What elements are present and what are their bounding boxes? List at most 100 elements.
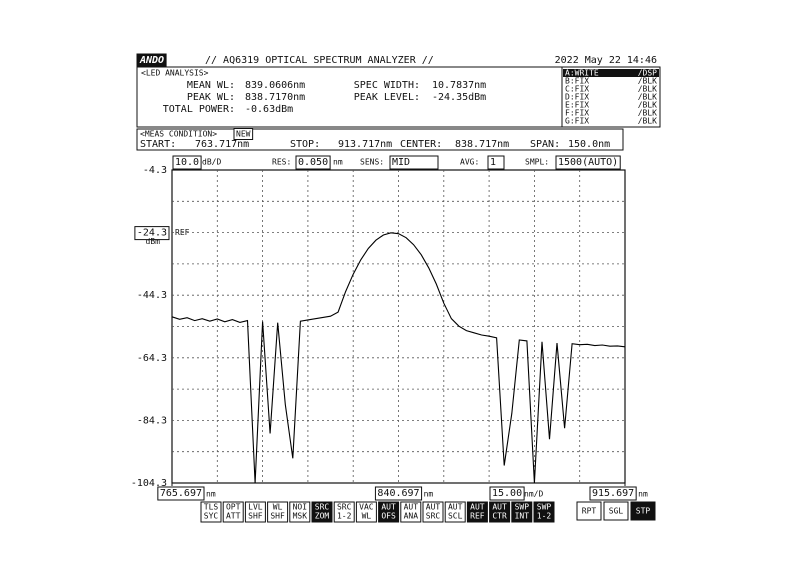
softkey[interactable] <box>200 501 222 523</box>
res-label: RES: <box>272 158 291 167</box>
trace-name: G:FIX <box>565 117 589 126</box>
softkey[interactable] <box>400 501 422 523</box>
meas-badge: NEW <box>236 130 251 139</box>
softkey[interactable] <box>222 501 244 523</box>
button-label: RPT <box>582 507 597 516</box>
meas-value: 838.717nm <box>455 139 509 150</box>
softkey-label: ZOM <box>315 512 330 521</box>
softkey-label: NOI <box>293 503 308 512</box>
softkey[interactable] <box>533 501 555 523</box>
x-tick-box <box>589 486 637 501</box>
smpl-box <box>555 155 621 170</box>
y-tick-label: -84.3 <box>137 415 167 426</box>
softkey-label: WL <box>362 512 372 521</box>
x-tick-box <box>374 486 423 501</box>
analysis-value: 838.7170nm <box>245 92 305 103</box>
x-div: 15.00 <box>492 488 522 499</box>
softkey-label: 1-2 <box>537 512 552 521</box>
softkey-label: SRC <box>337 503 352 512</box>
x-tick-label: 915.697 <box>592 488 634 499</box>
softkey[interactable] <box>311 501 333 523</box>
meas-value: 150.0nm <box>568 139 610 150</box>
softkey[interactable] <box>511 501 533 523</box>
trace-highlight <box>563 69 659 77</box>
softkey[interactable] <box>289 501 311 523</box>
x-unit: nm <box>424 490 434 499</box>
softkey-label: ANA <box>404 512 419 521</box>
avg: 1 <box>490 157 496 168</box>
smpl-label: SMPL: <box>525 158 549 167</box>
x-div-box <box>489 486 525 501</box>
softkey[interactable] <box>333 501 355 523</box>
softkey[interactable] <box>355 501 377 523</box>
softkey-label: OFS <box>381 512 396 521</box>
softkey[interactable] <box>466 501 488 523</box>
sens-label: SENS: <box>360 158 384 167</box>
softkey-label: INT <box>515 512 530 521</box>
x-div-unit: nm/D <box>524 490 543 499</box>
meas-key: SPAN: <box>530 139 560 150</box>
softkey-label: AUT <box>381 503 396 512</box>
instrument-title: // AQ6319 OPTICAL SPECTRUM ANALYZER // <box>205 55 434 66</box>
analysis-key: PEAK WL: <box>187 92 235 103</box>
trace-status: /BLK <box>638 93 657 102</box>
meas-key: START: <box>140 139 176 150</box>
trace-name: C:FIX <box>565 85 589 94</box>
res: 0.050 <box>298 157 328 168</box>
softkey[interactable] <box>378 501 400 523</box>
button-label: SGL <box>609 507 624 516</box>
analysis-value: 839.0606nm <box>245 80 305 91</box>
softkey-label: TLS <box>204 503 219 512</box>
softkey-label: 1-2 <box>337 512 352 521</box>
softkey-label: REF <box>470 512 485 521</box>
softkey-label: LVL <box>248 503 263 512</box>
softkey[interactable] <box>244 501 266 523</box>
analysis-key: PEAK LEVEL: <box>354 92 420 103</box>
x-unit: nm <box>206 490 216 499</box>
button[interactable] <box>576 501 602 521</box>
softkey-label: SWP <box>537 503 552 512</box>
softkey-label: AUT <box>448 503 463 512</box>
ref-box <box>134 226 170 241</box>
y-tick-label: -44.3 <box>137 290 167 301</box>
analysis-key: MEAN WL: <box>187 80 235 91</box>
meas-box <box>136 128 624 151</box>
softkey-label: AUT <box>426 503 441 512</box>
res-unit: nm <box>333 158 343 167</box>
y-tick-label: -24.3 <box>137 228 167 239</box>
sens-box <box>389 155 439 170</box>
res-box <box>295 155 331 170</box>
softkey-label: SYC <box>204 512 219 521</box>
datetime: 2022 May 22 14:46 <box>555 55 657 66</box>
smpl: 1500(AUTO) <box>558 157 618 168</box>
analysis-value: -0.63dBm <box>245 104 293 115</box>
x-tick-label: 765.697 <box>160 488 202 499</box>
button[interactable] <box>630 501 656 521</box>
softkey[interactable] <box>422 501 444 523</box>
meas-label: <MEAS CONDITION> <box>140 130 217 139</box>
softkey-label: SHF <box>248 512 263 521</box>
softkey[interactable] <box>489 501 511 523</box>
scale-box <box>172 155 202 170</box>
trace-status: /DSP <box>638 69 657 78</box>
x-tick-box <box>157 486 205 501</box>
x-unit: nm <box>638 490 648 499</box>
trace-status: /BLK <box>638 109 657 118</box>
trace-name: E:FIX <box>565 101 589 110</box>
meas-value: 913.717nm <box>338 139 392 150</box>
trace-name: F:FIX <box>565 109 589 118</box>
trace-status: /BLK <box>638 101 657 110</box>
softkey[interactable] <box>444 501 466 523</box>
softkey-label: MSK <box>293 512 308 521</box>
softkey-label: SHF <box>270 512 285 521</box>
analysis-label: <LED ANALYSIS> <box>141 69 209 78</box>
softkey[interactable] <box>267 501 289 523</box>
softkey-label: SRC <box>426 512 441 521</box>
meas-value: 763.717nm <box>195 139 249 150</box>
analysis-value: 10.7837nm <box>432 80 486 91</box>
button[interactable] <box>603 501 629 521</box>
softkey-label: WL <box>273 503 283 512</box>
y-tick-label: -64.3 <box>137 353 167 364</box>
y-tick-label: -104.3 <box>131 478 167 489</box>
softkey-label: SWP <box>515 503 530 512</box>
